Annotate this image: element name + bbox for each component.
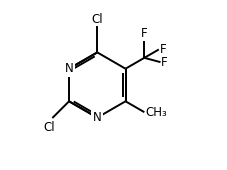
- Text: N: N: [92, 111, 101, 124]
- Text: N: N: [64, 62, 73, 75]
- Text: F: F: [159, 43, 165, 56]
- Text: CH₃: CH₃: [145, 106, 166, 119]
- Text: Cl: Cl: [91, 13, 103, 26]
- Text: Cl: Cl: [43, 121, 54, 133]
- Text: F: F: [141, 27, 147, 40]
- Text: F: F: [161, 56, 167, 70]
